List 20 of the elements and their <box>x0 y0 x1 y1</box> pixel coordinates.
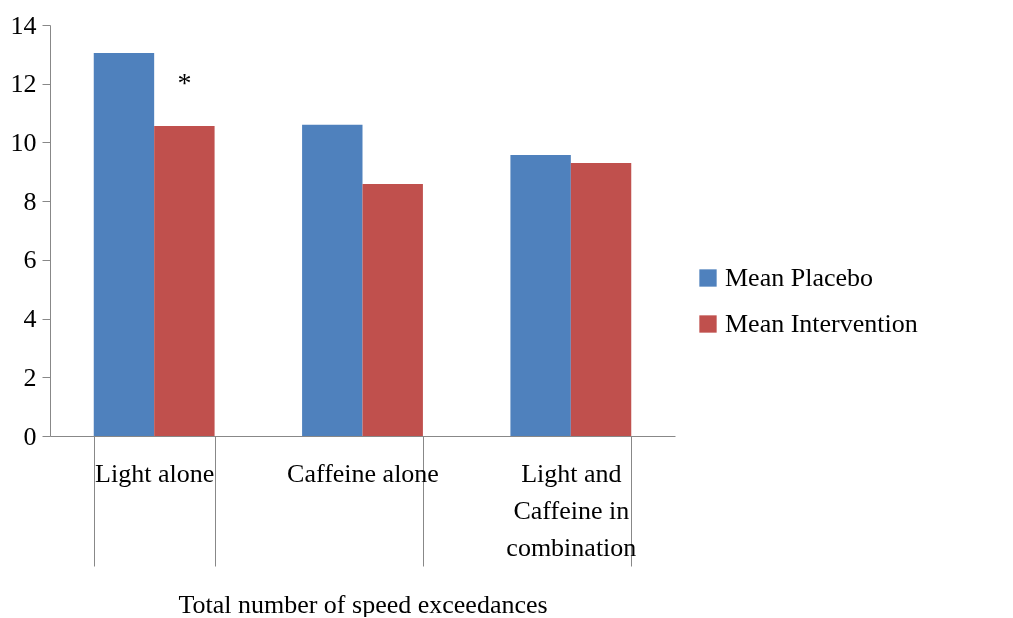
y-tick-label: 0 <box>23 421 37 451</box>
y-tick-label: 12 <box>10 69 37 99</box>
x-tick-label: Light alone <box>95 458 215 488</box>
bar <box>362 184 423 436</box>
bar <box>570 162 632 436</box>
annotation: * <box>177 66 192 98</box>
y-tick-label: 2 <box>23 362 37 392</box>
y-tick-label: 6 <box>23 245 37 275</box>
bar <box>510 155 571 436</box>
legend-label: Mean Placebo <box>725 263 874 292</box>
x-tick-label: Light and Caffeine in combination <box>506 458 637 562</box>
x-tick-label: Caffeine alone <box>287 458 439 488</box>
legend-label: Mean Intervention <box>725 309 918 338</box>
y-tick-label: 14 <box>10 10 37 40</box>
y-tick-label: 8 <box>23 186 37 216</box>
bar <box>302 124 363 436</box>
bar <box>93 52 155 436</box>
y-tick-label: 10 <box>10 127 37 157</box>
bar <box>154 125 215 436</box>
y-tick-label: 4 <box>23 304 37 334</box>
